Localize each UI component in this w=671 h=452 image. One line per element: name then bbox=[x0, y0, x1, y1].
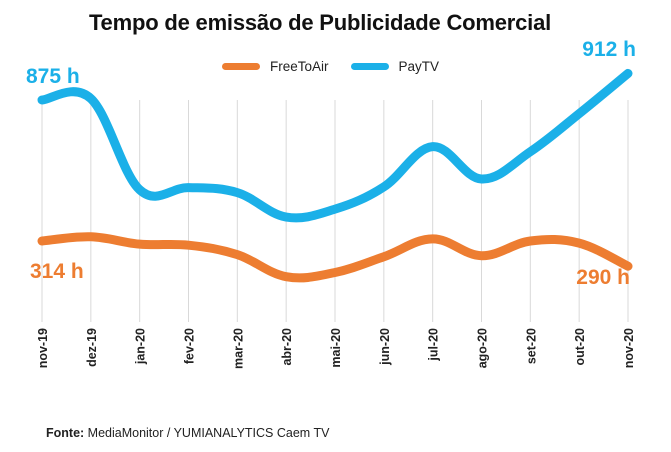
tick-label-out-20: out-20 bbox=[573, 328, 587, 366]
annotation-paytv-nov-20: 912 h bbox=[582, 38, 636, 61]
annotation-paytv-nov-19: 875 h bbox=[26, 65, 80, 88]
legend-swatch-freetoair bbox=[222, 62, 260, 70]
tick-label-nov-19: nov-19 bbox=[36, 328, 50, 368]
tick-label-jan-20: jan-20 bbox=[134, 328, 148, 365]
data-annotations: 875 h 912 h 314 h 290 h bbox=[26, 38, 636, 289]
tick-label-set-20: set-20 bbox=[524, 328, 538, 364]
tick-label-nov-20: nov-20 bbox=[622, 328, 636, 368]
annotation-freetoair-nov-19: 314 h bbox=[30, 260, 84, 283]
tick-label-abr-20: abr-20 bbox=[280, 328, 294, 366]
legend-item-paytv: PayTV bbox=[350, 58, 440, 74]
legend-item-freetoair: FreeToAir bbox=[222, 59, 329, 74]
x-axis-tick-labels: nov-19 dez-19 jan-20 fev-20 mar-20 abr-20 mai-… bbox=[36, 328, 636, 369]
source-label: Fonte: bbox=[46, 426, 85, 440]
legend-label-freetoair: FreeToAir bbox=[270, 58, 329, 74]
tick-label-fev-20: fev-20 bbox=[183, 328, 197, 364]
source-note: Fonte: MediaMonitor / YUMIANALYTICS Caem… bbox=[46, 426, 329, 440]
tick-label-jul-20: jul-20 bbox=[427, 328, 441, 362]
tick-label-jun-20: jun-20 bbox=[378, 328, 392, 366]
series-lines bbox=[37, 68, 633, 283]
tick-label-dez-19: dez-19 bbox=[85, 328, 99, 367]
tick-label-mar-20: mar-20 bbox=[231, 328, 245, 369]
legend-label-paytv: PayTV bbox=[398, 58, 440, 74]
chart-title: Tempo de emissão de Publicidade Comercia… bbox=[88, 10, 552, 35]
tick-label-ago-20: ago-20 bbox=[476, 328, 490, 368]
tick-label-mai-20: mai-20 bbox=[329, 328, 343, 368]
source-text: MediaMonitor / YUMIANALYTICS Caem TV bbox=[87, 426, 330, 440]
legend-swatch-paytv bbox=[350, 62, 389, 70]
gridlines bbox=[41, 100, 629, 322]
annotation-freetoair-nov-20: 290 h bbox=[576, 266, 630, 289]
legend: FreeToAir PayTV bbox=[222, 56, 461, 76]
